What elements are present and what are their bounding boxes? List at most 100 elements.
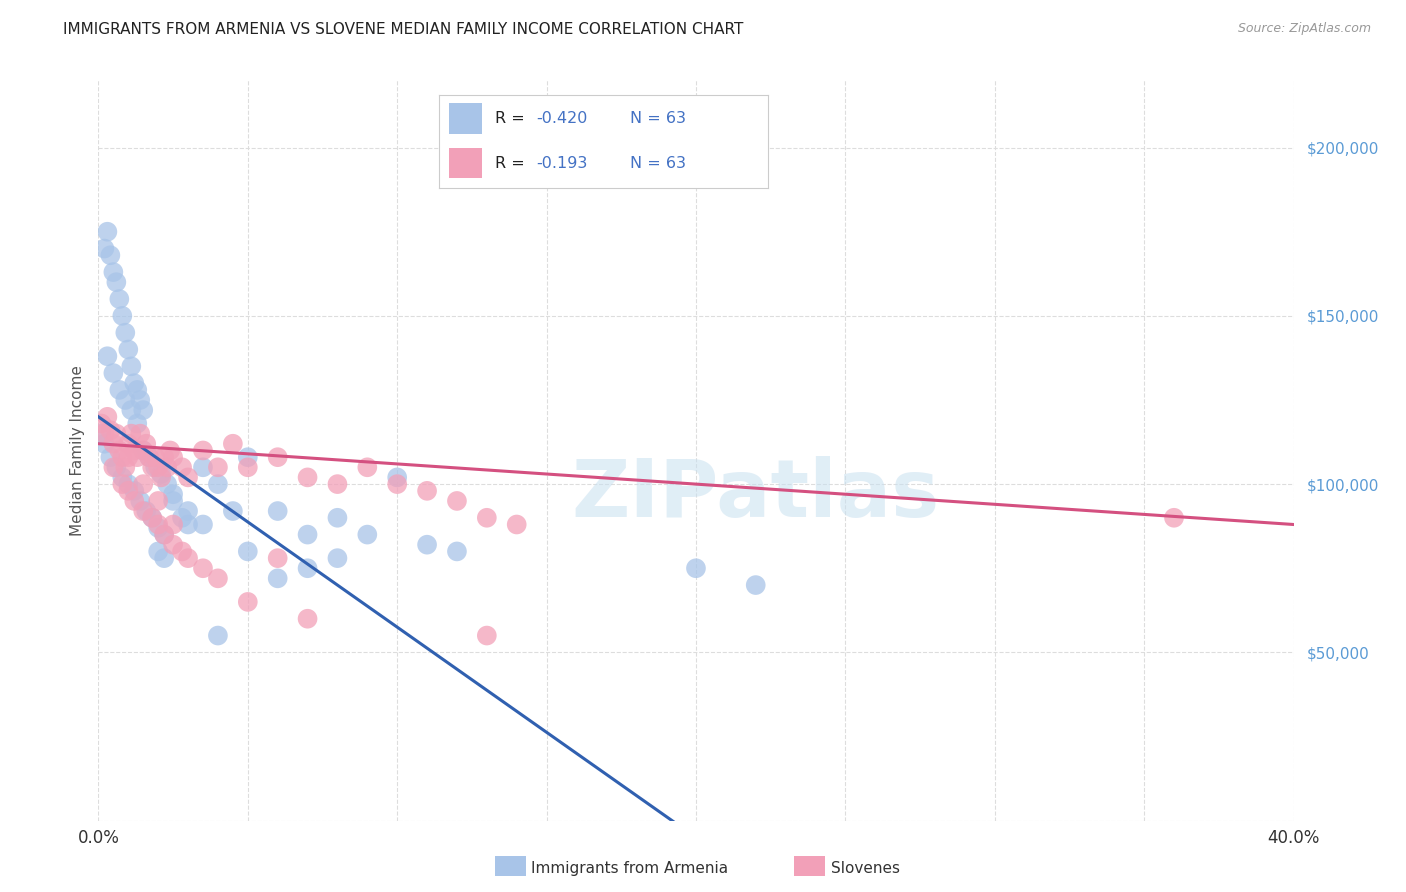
Point (162, 538, 184, 552)
Point (177, 470, 200, 484)
Point (172, 460, 194, 475)
Point (191, 517, 214, 532)
Point (117, 343, 139, 357)
Point (153, 527, 176, 541)
Point (162, 494, 184, 508)
Point (416, 483, 439, 498)
Point (96, 349, 118, 363)
Point (475, 628, 498, 642)
Point (236, 544, 259, 558)
Point (475, 510, 498, 524)
Point (124, 494, 146, 508)
Point (141, 510, 163, 524)
Point (93, 242, 115, 256)
Point (150, 467, 173, 481)
Point (111, 470, 134, 484)
Point (138, 450, 160, 465)
Point (267, 504, 290, 518)
Point (117, 450, 139, 465)
Point (103, 460, 125, 475)
Point (120, 403, 142, 417)
Point (132, 443, 155, 458)
Point (236, 450, 259, 465)
Point (132, 504, 155, 518)
Point (153, 551, 176, 566)
Point (124, 376, 146, 391)
Text: ZIPatlas: ZIPatlas (572, 456, 939, 534)
Point (207, 477, 229, 491)
Point (148, 460, 170, 475)
Point (141, 510, 163, 524)
Text: Immigrants from Armenia: Immigrants from Armenia (531, 862, 728, 876)
Point (111, 477, 134, 491)
Point (143, 450, 166, 465)
Point (111, 309, 134, 323)
Point (153, 527, 176, 541)
Point (150, 470, 173, 484)
Point (127, 383, 149, 397)
Point (105, 275, 128, 289)
Point (191, 561, 214, 575)
Point (108, 292, 131, 306)
Text: Source: ZipAtlas.com: Source: ZipAtlas.com (1237, 22, 1371, 36)
Point (138, 450, 160, 465)
Point (90, 417, 112, 431)
Point (143, 460, 166, 475)
Point (506, 517, 529, 532)
Point (111, 450, 134, 465)
Point (1163, 510, 1185, 524)
Point (148, 521, 170, 535)
Y-axis label: Median Family Income: Median Family Income (70, 365, 86, 536)
Point (127, 450, 149, 465)
Point (207, 571, 229, 585)
Point (135, 436, 157, 450)
Point (685, 561, 707, 575)
Point (132, 403, 155, 417)
Point (93, 426, 115, 441)
Point (108, 383, 131, 397)
Point (446, 494, 468, 508)
Point (98, 423, 122, 437)
Point (162, 450, 184, 465)
Point (148, 517, 170, 532)
Point (148, 494, 170, 508)
Point (117, 477, 139, 491)
Point (356, 460, 378, 475)
Point (446, 544, 468, 558)
Point (108, 443, 131, 458)
Point (222, 504, 245, 518)
Point (117, 436, 139, 450)
Point (162, 517, 184, 532)
Point (159, 443, 181, 458)
Point (326, 551, 349, 566)
Point (172, 544, 194, 558)
Point (207, 628, 229, 642)
Point (117, 483, 139, 498)
Point (114, 460, 136, 475)
Point (297, 561, 319, 575)
Point (93, 436, 115, 450)
Point (156, 460, 179, 475)
Text: Slovenes: Slovenes (831, 862, 900, 876)
Point (120, 426, 142, 441)
Point (114, 326, 136, 340)
Point (236, 460, 259, 475)
Point (385, 477, 409, 491)
Point (191, 460, 214, 475)
Point (297, 470, 319, 484)
Point (105, 460, 128, 475)
Point (207, 460, 229, 475)
Point (267, 571, 290, 585)
Point (96, 409, 118, 424)
Point (177, 551, 200, 566)
Point (156, 477, 179, 491)
Point (267, 551, 290, 566)
Point (129, 494, 152, 508)
Point (132, 443, 155, 458)
Point (103, 436, 125, 450)
Point (148, 544, 170, 558)
Point (98, 450, 122, 465)
Point (141, 460, 163, 475)
Point (127, 417, 149, 431)
Point (129, 426, 152, 441)
